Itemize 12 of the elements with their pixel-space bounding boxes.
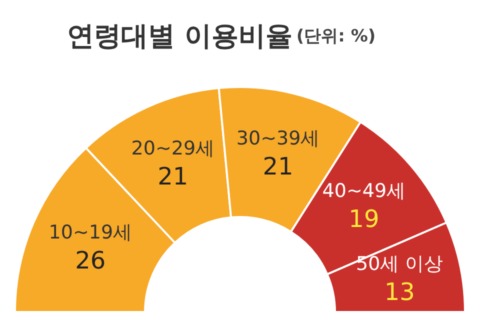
data-label: 21 xyxy=(262,152,294,181)
data-label: 13 xyxy=(384,278,415,306)
slice-label: 30~39세 xyxy=(236,128,320,150)
chart-title: 연령대별 이용비율 xyxy=(67,21,292,52)
data-label: 19 xyxy=(348,205,380,234)
slice-label: 50세 이상 xyxy=(356,252,444,275)
slice-label: 40~49세 xyxy=(322,180,406,202)
data-label: 21 xyxy=(158,162,188,190)
slice-label: 20~29세 xyxy=(131,137,215,160)
slice-label: 10~19세 xyxy=(48,221,132,244)
chart-subtitle: (단위: %) xyxy=(296,26,376,46)
data-label: 26 xyxy=(75,246,106,274)
